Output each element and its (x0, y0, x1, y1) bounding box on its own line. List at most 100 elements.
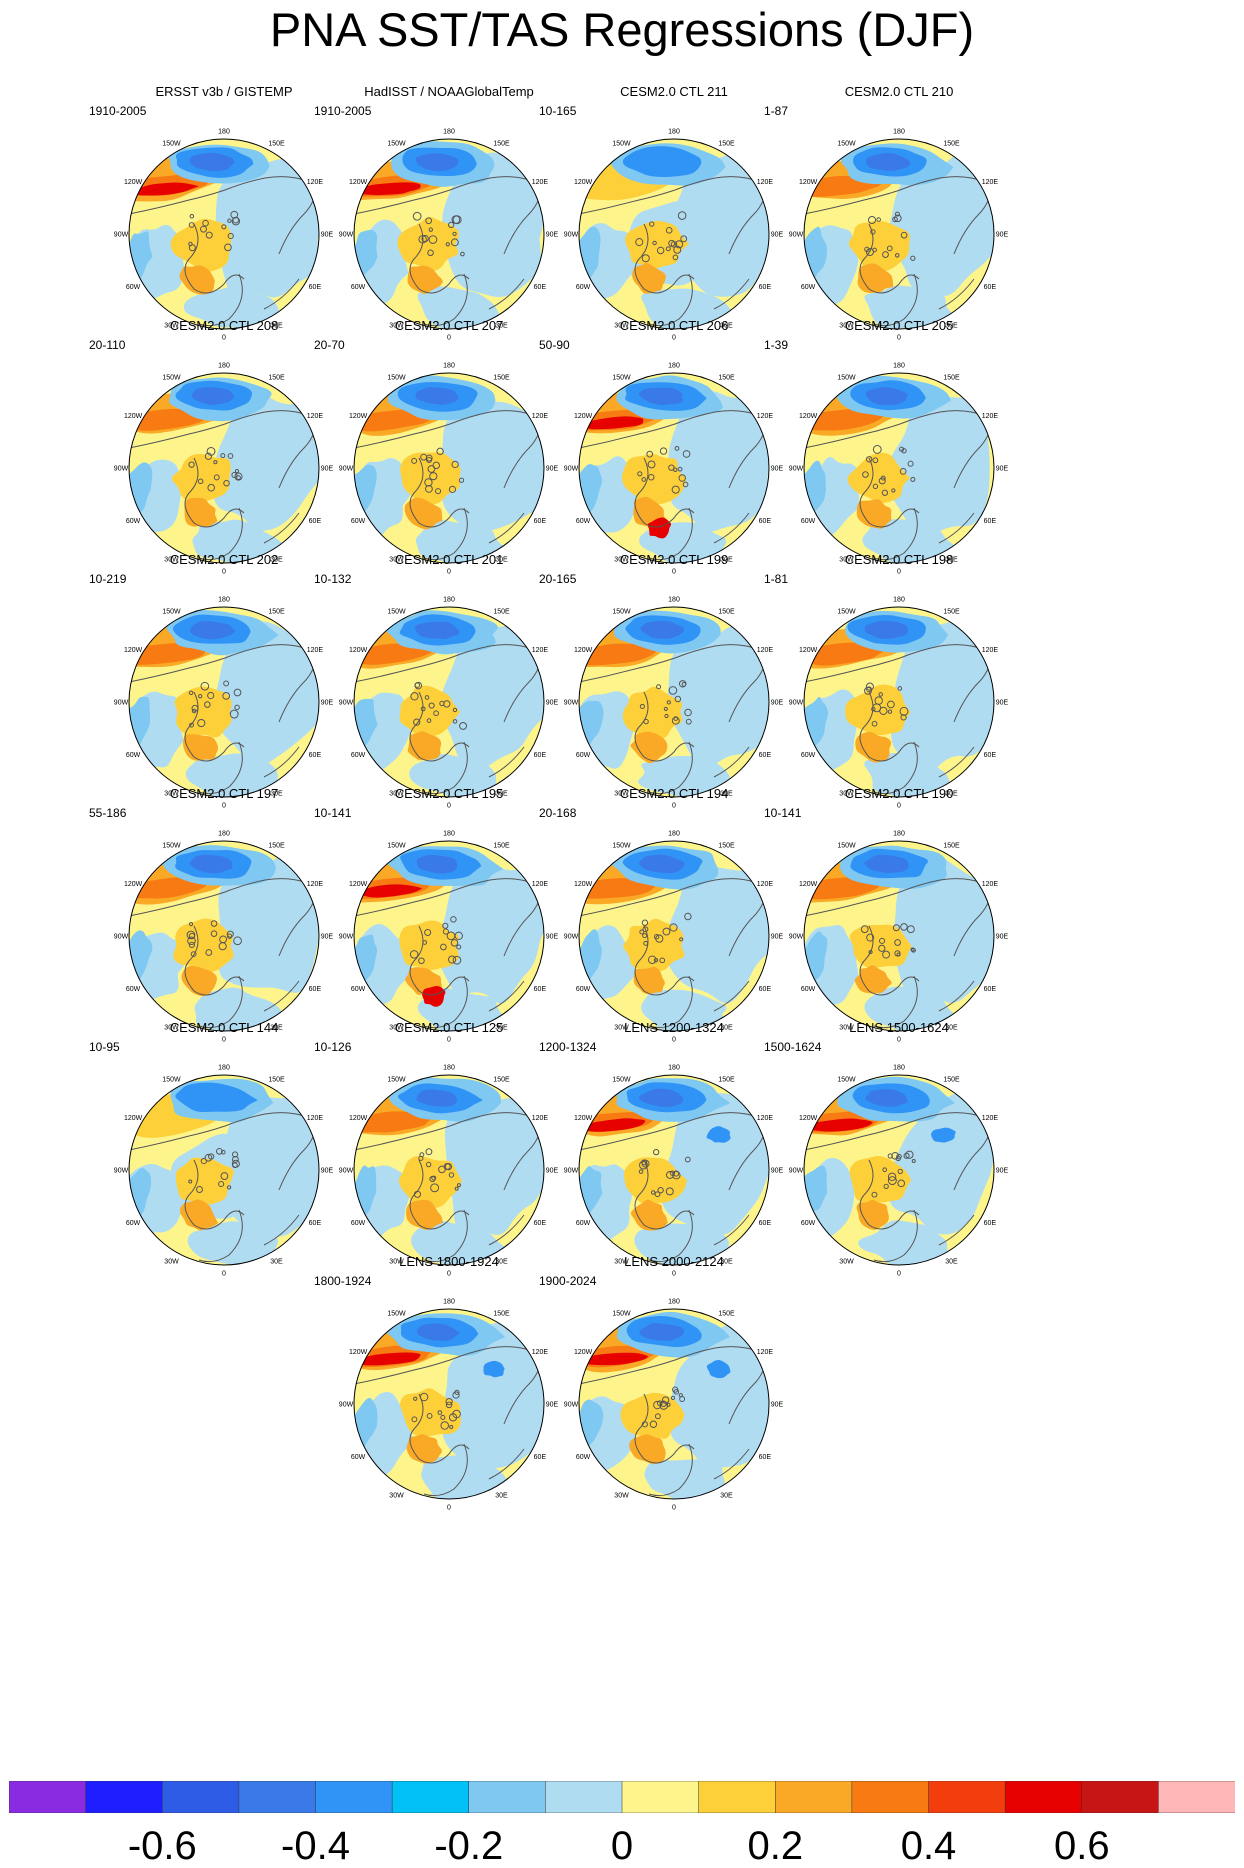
longitude-label: 120W (124, 413, 143, 420)
panel-period: 1910-2005 (89, 104, 147, 118)
longitude-label: 120W (349, 1115, 368, 1122)
longitude-label: 90E (771, 466, 784, 473)
negative-anomaly-region (862, 519, 959, 563)
panel-title: CESM2.0 CTL 211 (620, 84, 728, 99)
longitude-label: 60W (576, 1220, 591, 1227)
map-panel: LENS 2000-2124 1900-2024 180 150E 120E 90E 60E… (539, 1254, 809, 1524)
polar-map: 180 150E 120E 90E 60E 30E 0 30W 60W 90W 120W 150W (339, 363, 559, 576)
longitude-label: 150W (837, 141, 856, 148)
longitude-label: 30W (839, 1258, 854, 1265)
map-panel: LENS 1500-1624 1500-1624 180 150E 120E 90E 60E… (764, 1020, 1034, 1290)
longitude-label: 60W (126, 284, 141, 291)
cold-anomaly-center (638, 387, 684, 405)
panel-title: CESM2.0 CTL 198 (844, 552, 954, 567)
longitude-label: 30E (720, 1492, 733, 1499)
negative-anomaly-region (421, 1455, 507, 1499)
map-boundary (578, 138, 770, 330)
negative-anomaly-region (415, 520, 506, 563)
warm-anomaly-region (630, 731, 668, 764)
negative-anomaly-region (441, 1322, 544, 1469)
map-boundary (803, 1074, 995, 1266)
longitude-label: 120W (799, 1115, 818, 1122)
longitude-label: 150W (837, 1077, 856, 1084)
longitude-label: 150W (162, 609, 181, 616)
map-boundary (128, 606, 320, 798)
coastlines (129, 1112, 319, 1263)
longitude-label: 0 (447, 335, 451, 342)
polar-map: 180 150E 120E 90E 60E 30E 0 30W 60W 90W 120W 150W (114, 1065, 334, 1278)
longitude-label: 90W (114, 1168, 129, 1175)
panel-title: CESM2.0 CTL 197 (169, 786, 279, 801)
longitude-label: 30E (495, 1492, 508, 1499)
colorbar-swatch (315, 1781, 393, 1813)
longitude-label: 150E (943, 141, 960, 148)
negative-anomaly-region (211, 621, 319, 768)
panel-title: LENS 1500-1624 (849, 1020, 949, 1035)
longitude-label: 90W (564, 700, 579, 707)
longitude-label: 120E (307, 1115, 324, 1122)
longitude-label: 120E (757, 1115, 774, 1122)
panel-period: 10-141 (764, 806, 802, 820)
negative-anomaly-region (858, 1220, 952, 1265)
negative-anomaly-region (410, 1220, 510, 1265)
longitude-label: 60W (576, 518, 591, 525)
warm-anomaly-region (179, 1199, 219, 1231)
strong-warm-anomaly-core (422, 985, 446, 1007)
cold-anomaly-center (638, 1088, 684, 1108)
negative-anomaly-region (417, 286, 499, 329)
warm-anomaly-region (181, 965, 217, 997)
map-boundary (578, 372, 770, 564)
longitude-label: 30E (495, 322, 508, 329)
panel-title: HadISST / NOAAGlobalTemp (364, 84, 534, 99)
longitude-label: 60E (309, 1220, 322, 1227)
longitude-label: 180 (668, 1299, 680, 1306)
map-panel: HadISST / NOAAGlobalTemp 1910-2005 180 150E… (314, 84, 584, 354)
colorbar-swatch (928, 1781, 1006, 1813)
strong-warm-anomaly-core (808, 1118, 873, 1132)
colorbar-swatch (698, 1781, 777, 1813)
longitude-label: 90E (546, 1168, 559, 1175)
panel-period: 1910-2005 (314, 104, 372, 118)
longitude-label: 180 (218, 363, 230, 370)
longitude-label: 60W (576, 986, 591, 993)
panel-period: 10-219 (89, 572, 127, 586)
cold-anomaly-core (622, 146, 702, 177)
longitude-label: 120W (574, 413, 593, 420)
negative-anomaly-region (891, 855, 994, 1003)
coastlines (354, 410, 544, 561)
longitude-label: 120E (982, 881, 999, 888)
colorbar-tick-label: 0.6 (1053, 1824, 1110, 1868)
strong-warm-anomaly-core (357, 884, 423, 898)
longitude-label: 60E (534, 752, 547, 759)
longitude-label: 150W (387, 843, 406, 850)
warm-anomaly-region (170, 218, 232, 272)
panel-title: CESM2.0 CTL 195 (394, 786, 504, 801)
longitude-label: 0 (897, 335, 901, 342)
longitude-label: 30W (839, 1024, 854, 1031)
longitude-label: 150W (162, 375, 181, 382)
longitude-label: 60E (759, 986, 772, 993)
map-boundary (353, 138, 545, 330)
cold-anomaly-center (865, 387, 908, 406)
longitude-label: 60E (534, 1454, 547, 1461)
panel-title: CESM2.0 CTL 125 (394, 1020, 504, 1035)
polar-map: 180 150E 120E 90E 60E 30E 0 30W 60W 90W 120W 150W (789, 129, 1009, 342)
longitude-label: 150E (268, 141, 285, 148)
coastlines (129, 644, 319, 795)
panel-period: 55-186 (89, 806, 127, 820)
longitude-label: 150E (943, 375, 960, 382)
longitude-label: 30E (720, 556, 733, 563)
longitude-label: 60E (759, 518, 772, 525)
cold-anomaly-core (706, 1126, 731, 1143)
longitude-label: 90E (996, 934, 1009, 941)
map-panel: ERSST v3b / GISTEMP 1910-2005 180 150E 120E 9… (89, 84, 359, 354)
longitude-label: 30E (945, 790, 958, 797)
panel-title: CESM2.0 CTL 202 (169, 552, 279, 567)
longitude-label: 0 (222, 569, 226, 576)
longitude-label: 60E (984, 284, 997, 291)
map-boundary (128, 840, 320, 1032)
map-panel: CESM2.0 CTL 195 10-141 180 150E 120E 90E 60E 30… (314, 786, 584, 1056)
longitude-label: 120E (982, 647, 999, 654)
longitude-label: 0 (222, 803, 226, 810)
polar-map: 180 150E 120E 90E 60E 30E 0 30W 60W 90W 120W 150W (339, 1065, 559, 1278)
